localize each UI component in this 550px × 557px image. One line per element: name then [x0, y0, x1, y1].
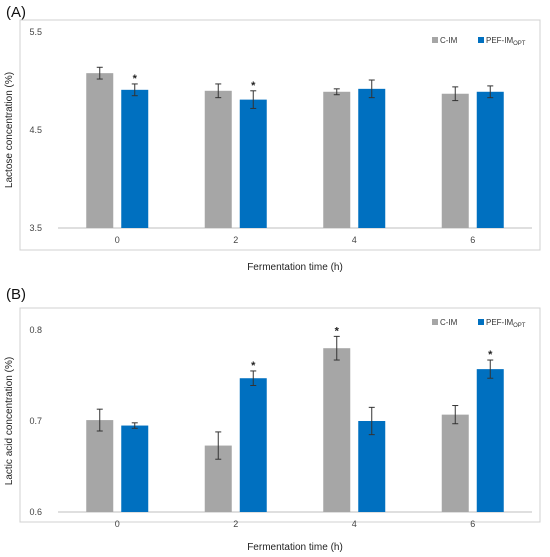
chart-b-legend-entry: PEF-IMOPT: [486, 318, 526, 329]
chart-a-frame: [19, 19, 541, 251]
panel-label-a: (A): [6, 4, 26, 21]
chart-b-y-tick-label: 0.7: [29, 416, 42, 426]
chart-b-frame: [19, 307, 541, 523]
chart-a-bar-control: [204, 90, 232, 228]
chart-a-bar-treated: [239, 99, 267, 229]
chart-a-y-tick-label: 5.5: [29, 27, 42, 37]
chart-a-significance-marker: *: [133, 73, 138, 85]
chart-b-x-tick-label: 6: [470, 519, 475, 529]
chart-b-bar-treated: [121, 425, 149, 512]
chart-b-significance-marker: *: [335, 325, 340, 337]
chart-a-y-axis-title: Lactose concentration (%): [4, 72, 15, 188]
chart-a-x-tick-label: 6: [470, 235, 475, 245]
chart-b-bar-control: [86, 420, 114, 512]
chart-b-significance-marker: *: [488, 349, 493, 361]
chart-a-bar-treated: [358, 88, 386, 228]
chart-a-x-axis-title: Fermentation time (h): [247, 262, 343, 273]
chart-b-significance-marker: *: [251, 360, 256, 372]
chart-a-legend-entry: PEF-IMOPT: [486, 36, 526, 47]
chart-a-bar-control: [441, 93, 469, 229]
chart-a-x-tick-label: 0: [115, 235, 120, 245]
chart-a-x-tick-label: 2: [233, 235, 238, 245]
chart-b-y-tick-label: 0.8: [29, 325, 42, 335]
chart-a-legend-swatch: [432, 37, 438, 43]
chart-b-bar-control: [323, 348, 351, 512]
chart-a-y-tick-label: 3.5: [29, 223, 42, 233]
chart-b-x-tick-label: 0: [115, 519, 120, 529]
chart-b-legend-swatch: [478, 319, 484, 325]
chart-a-y-tick-label: 4.5: [29, 125, 42, 135]
chart-b-x-tick-label: 4: [352, 519, 357, 529]
chart-b-legend-entry: C-IM: [440, 318, 458, 327]
chart-a-bar-control: [86, 73, 114, 228]
chart-b-bar-treated: [358, 421, 386, 512]
chart-b-y-axis-title: Lactic acid concentration (%): [4, 357, 15, 485]
chart-b-bar-control: [441, 414, 469, 512]
chart-a-bar-control: [323, 91, 351, 228]
chart-b-legend-swatch: [432, 319, 438, 325]
chart-b-x-axis-title: Fermentation time (h): [247, 542, 343, 553]
chart-b-y-tick-label: 0.6: [29, 507, 42, 517]
chart-a-legend-swatch: [478, 37, 484, 43]
chart-a-legend-entry: C-IM: [440, 36, 458, 45]
chart-b-bar-treated: [476, 369, 504, 512]
chart-b-x-tick-label: 2: [233, 519, 238, 529]
chart-a-bar-treated: [476, 91, 504, 228]
chart-a-bar-treated: [121, 89, 149, 228]
chart-b-bar-treated: [239, 378, 267, 512]
chart-a-x-tick-label: 4: [352, 235, 357, 245]
panel-label-b: (B): [6, 286, 26, 303]
chart-a-significance-marker: *: [251, 80, 256, 92]
